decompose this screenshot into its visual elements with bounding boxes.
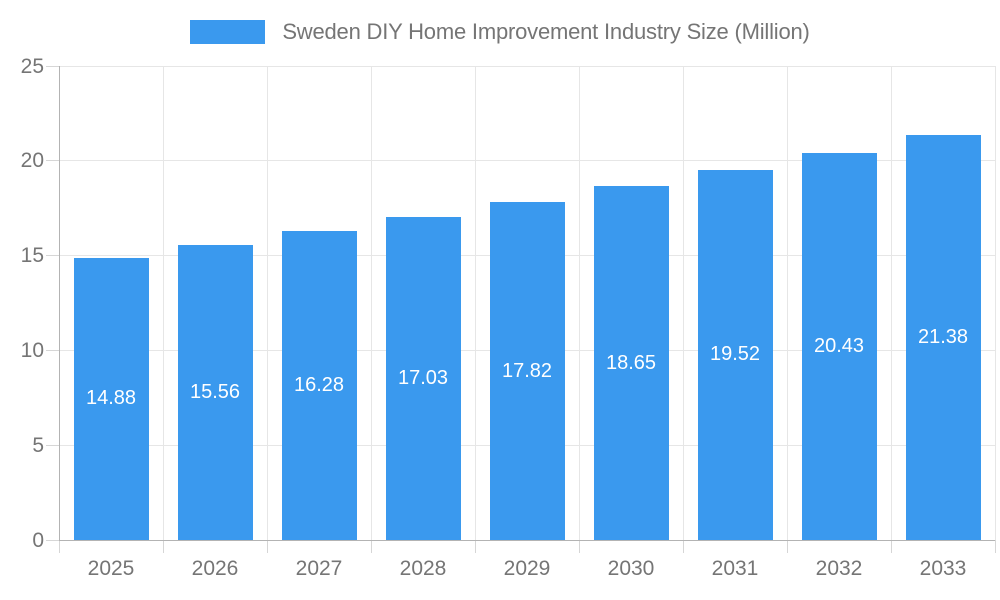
y-axis-tick <box>46 444 59 446</box>
x-axis-tick <box>682 540 684 553</box>
legend-swatch-icon <box>190 20 266 44</box>
bar-value-label: 18.65 <box>605 351 657 374</box>
bar-value-label: 19.52 <box>709 343 761 366</box>
x-axis-tick <box>994 540 996 553</box>
bar: 20.43 <box>801 152 877 540</box>
chart-legend: Sweden DIY Home Improvement Industry Siz… <box>0 18 1000 46</box>
h-gridline <box>59 65 995 67</box>
x-axis-tick-label: 2031 <box>711 557 759 580</box>
y-axis-tick-label: 20 <box>20 149 44 173</box>
x-axis-tick-label: 2032 <box>815 557 863 580</box>
v-gridline <box>578 66 580 540</box>
bar-value-label: 15.56 <box>189 380 241 403</box>
v-gridline <box>786 66 788 540</box>
v-gridline <box>890 66 892 540</box>
x-axis-tick <box>578 540 580 553</box>
bar: 19.52 <box>697 169 773 540</box>
x-axis-tick <box>786 540 788 553</box>
y-axis-tick-label: 0 <box>32 528 44 552</box>
bar-value-label: 14.88 <box>85 387 137 410</box>
bar: 17.03 <box>385 217 461 540</box>
x-axis-tick-label: 2029 <box>503 557 551 580</box>
x-axis-tick <box>474 540 476 553</box>
v-gridline <box>370 66 372 540</box>
bar: 16.28 <box>281 231 357 540</box>
x-axis-tick-label: 2027 <box>295 557 343 580</box>
v-gridline <box>994 66 996 540</box>
y-axis-line <box>59 66 60 540</box>
y-axis-tick <box>46 160 59 162</box>
v-gridline <box>162 66 164 540</box>
y-axis-tick-label: 25 <box>20 54 44 78</box>
chart-title: Sweden DIY Home Improvement Industry Siz… <box>282 19 810 44</box>
y-axis-tick <box>46 255 59 257</box>
bar: 14.88 <box>73 257 149 540</box>
x-axis-line <box>59 540 995 541</box>
plot-area: 14.88 15.56 16.28 17.03 17.82 18.65 19.52 20.43… <box>59 65 996 540</box>
bar-value-label: 20.43 <box>813 334 865 357</box>
x-axis-tick <box>266 540 268 553</box>
x-axis-tick <box>370 540 372 553</box>
x-axis-tick-label: 2033 <box>919 557 967 580</box>
bar-value-label: 16.28 <box>293 374 345 397</box>
y-axis-tick <box>46 539 59 541</box>
x-axis-tick-label: 2028 <box>399 557 447 580</box>
h-gridline <box>59 160 995 162</box>
bar: 17.82 <box>489 202 565 540</box>
x-axis-tick-label: 2025 <box>87 557 135 580</box>
x-axis-tick <box>58 540 60 553</box>
v-gridline <box>682 66 684 540</box>
x-axis-tick <box>890 540 892 553</box>
bar-value-label: 17.03 <box>397 367 449 390</box>
bar: 15.56 <box>177 244 253 540</box>
y-axis-tick <box>46 349 59 351</box>
bar-value-label: 21.38 <box>917 325 969 348</box>
x-axis-tick <box>162 540 164 553</box>
y-axis-tick-label: 15 <box>20 244 44 268</box>
v-gridline <box>266 66 268 540</box>
v-gridline <box>474 66 476 540</box>
x-axis-tick-label: 2026 <box>191 557 239 580</box>
bar-value-label: 17.82 <box>501 359 553 382</box>
x-axis-tick-label: 2030 <box>607 557 655 580</box>
y-axis-tick <box>46 65 59 67</box>
bar: 18.65 <box>593 186 669 540</box>
bar: 21.38 <box>905 134 981 540</box>
y-axis-tick-label: 10 <box>20 338 44 362</box>
y-axis-tick-label: 5 <box>32 433 44 457</box>
